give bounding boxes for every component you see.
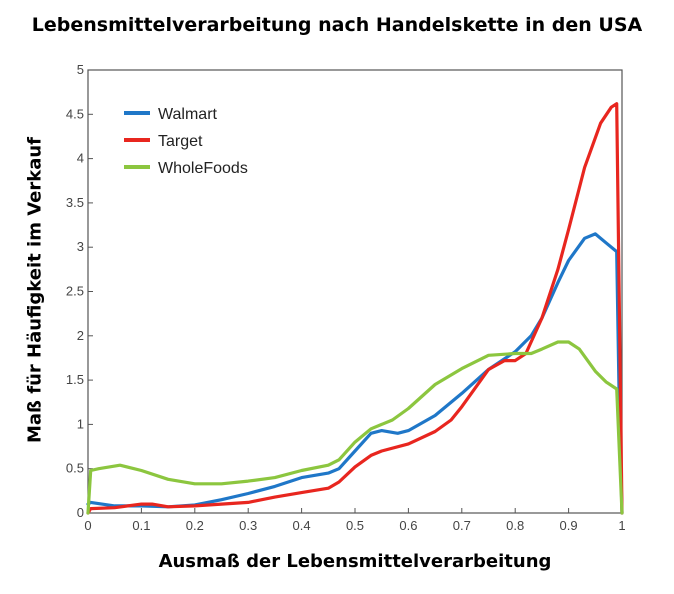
x-tick-label: 0.8: [506, 518, 524, 533]
chart-title: Lebensmittelverarbeitung nach Handelsket…: [31, 14, 643, 36]
y-tick-label: 4.5: [66, 106, 84, 121]
y-tick-label: 5: [77, 62, 84, 77]
x-tick-label: 0.5: [346, 518, 364, 533]
x-tick-label: 0.6: [399, 518, 417, 533]
y-tick-label: 0: [77, 505, 84, 520]
legend-label-target: Target: [158, 133, 203, 150]
x-axis-label: Ausmaß der Lebensmittelverarbeitung: [158, 551, 552, 572]
legend-label-walmart: Walmart: [158, 106, 218, 123]
legend-label-wholefoods: WholeFoods: [158, 160, 248, 177]
y-tick-label: 4: [77, 151, 84, 166]
x-tick-label: 0: [84, 518, 91, 533]
y-tick-label: 3: [77, 239, 84, 254]
y-tick-label: 1.5: [66, 372, 84, 387]
y-tick-label: 2: [77, 328, 84, 343]
x-tick-label: 1: [618, 518, 625, 533]
x-tick-label: 0.1: [132, 518, 150, 533]
x-tick-label: 0.7: [453, 518, 471, 533]
y-tick-label: 0.5: [66, 461, 84, 476]
series-line-walmart: [86, 232, 624, 515]
y-tick-label: 3.5: [66, 195, 84, 210]
series-line-target: [86, 102, 624, 515]
y-tick-label: 1: [77, 416, 84, 431]
y-tick-label: 2.5: [66, 284, 84, 299]
series-line-wholefoods: [86, 340, 624, 515]
x-tick-label: 0.9: [560, 518, 578, 533]
x-tick-label: 0.4: [293, 518, 311, 533]
x-tick-label: 0.2: [186, 518, 204, 533]
x-tick-label: 0.3: [239, 518, 257, 533]
